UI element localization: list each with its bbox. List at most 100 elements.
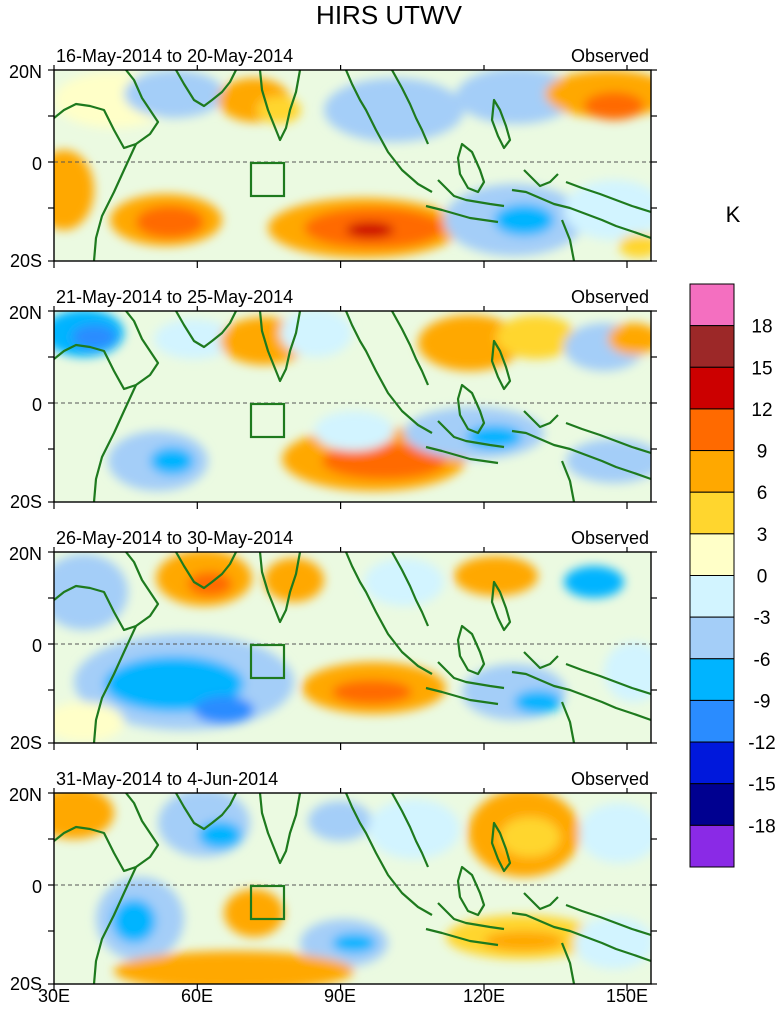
colorbar: 18 15 12 9 6 3 0 -3 -6 -9 -12 -15 -18 <box>689 283 776 868</box>
coastline-path <box>54 311 160 391</box>
field-contour-region <box>566 439 651 483</box>
coastline-path <box>54 793 160 873</box>
x-axis-labels: 30E 60E 90E 120E 150E <box>38 986 648 1006</box>
field-contour-region <box>619 234 651 258</box>
map-panel: 31-May-2014 to 4-Jun-2014 Observed 20N 0 20S <box>9 769 657 994</box>
coastline-path <box>511 670 651 722</box>
panel-observed-tag: Observed <box>571 46 649 66</box>
coastline-path <box>456 865 486 917</box>
field-contour-region <box>364 558 444 606</box>
coastline-path <box>344 311 433 434</box>
lat-tick-label: 20S <box>10 251 42 271</box>
field-contour-region <box>124 70 224 118</box>
coastline-path <box>560 219 576 261</box>
x-tick-label-30e: 30E <box>38 986 70 1006</box>
field-contour-region <box>496 315 576 359</box>
coastline-path <box>425 445 499 465</box>
lat-tick-label: 20S <box>10 492 42 512</box>
coastline-path <box>490 339 512 391</box>
field-contour-region <box>158 793 250 857</box>
colorbar-tick-label: -12 <box>748 733 775 754</box>
coastline-path <box>565 421 651 455</box>
coastline-path <box>565 903 651 937</box>
panels: 16-May-2014 to 20-May-2014 Observed 20N 0 20… <box>9 46 657 994</box>
coastline-path <box>258 70 302 142</box>
axis-ticks <box>48 65 657 268</box>
field-contour-region <box>346 222 394 238</box>
x-tick-label-150e: 150E <box>606 986 648 1006</box>
lat-tick-label: 0 <box>32 636 42 656</box>
lat-tick-label: 0 <box>32 154 42 174</box>
field-contour-region <box>257 96 301 124</box>
field-contour-region <box>54 793 114 839</box>
coastline-path <box>391 793 430 868</box>
lat-tick-label: 0 <box>32 877 42 897</box>
panel-observed-tag: Observed <box>571 528 649 548</box>
colorbar-swatch <box>689 491 735 535</box>
coastline-path <box>437 902 505 931</box>
field-contour-region <box>54 554 128 630</box>
colorbar-swatch <box>689 616 735 660</box>
coastline-path <box>560 942 576 984</box>
map-panel: 16-May-2014 to 20-May-2014 Observed 20N 0 20… <box>9 46 657 271</box>
field-contour-region <box>54 150 94 230</box>
map-panel: 26-May-2014 to 30-May-2014 Observed 20N 0 20… <box>9 528 657 753</box>
coastline-path <box>344 552 433 675</box>
coastline-path <box>437 179 505 208</box>
field-contour-region <box>574 917 651 969</box>
field-contour-region <box>150 447 194 475</box>
colorbar-swatch <box>689 450 735 493</box>
colorbar-tick-label: -9 <box>754 691 771 712</box>
coastline-path <box>175 311 237 349</box>
coastline-path <box>175 793 237 831</box>
units-label: K <box>726 202 741 227</box>
coastline-path <box>391 311 430 386</box>
coastline-path <box>437 661 505 690</box>
axis-ticks <box>48 547 657 750</box>
field-contour-region <box>564 180 651 240</box>
panel-date-range: 16-May-2014 to 20-May-2014 <box>56 46 293 66</box>
colorbar-tick-label: 9 <box>757 442 768 463</box>
field-contour-region <box>136 206 204 238</box>
map-frame <box>53 551 652 744</box>
x-tick-label-60e: 60E <box>181 986 213 1006</box>
colorbar-tick-label: 18 <box>751 317 772 338</box>
colorbar-swatch <box>689 325 735 368</box>
coastline-path <box>511 911 651 963</box>
field-contour-region <box>72 325 116 349</box>
coastline-path <box>560 701 576 743</box>
colorbar-swatch <box>689 575 735 618</box>
colorbar-swatch <box>689 783 735 826</box>
field-map <box>54 311 651 502</box>
field-contour-region <box>224 889 284 937</box>
coastlines <box>54 552 651 743</box>
colorbar-swatch <box>689 741 735 785</box>
lat-tick-label: 20N <box>9 785 42 805</box>
axis-ticks <box>48 306 657 509</box>
coastline-path <box>456 142 486 194</box>
x-tick-label-90e: 90E <box>324 986 356 1006</box>
field-contour-region <box>308 801 372 841</box>
coastline-path <box>490 580 512 632</box>
region-box <box>249 643 286 680</box>
field-contour-region <box>324 78 464 142</box>
colorbar-tick-label: 6 <box>757 483 768 504</box>
colorbar-tick-label: -15 <box>748 775 775 796</box>
coastline-path <box>523 651 559 670</box>
field-contours <box>54 552 651 742</box>
field-map <box>54 70 651 261</box>
coastline-path <box>490 821 512 873</box>
figure-title: HIRS UTWV <box>316 0 463 30</box>
coastline-path <box>344 793 433 916</box>
field-contour-region <box>194 696 254 724</box>
colorbar-tick-label: -6 <box>754 650 771 671</box>
colorbar-swatch <box>689 366 735 410</box>
field-contour-region <box>579 803 651 863</box>
field-contour-region <box>608 323 651 355</box>
field-contour-region <box>332 680 412 704</box>
field-contour-region <box>494 204 554 236</box>
lat-tick-label: 20S <box>10 733 42 753</box>
field-contour-region <box>368 799 460 859</box>
colorbar-tick-label: 3 <box>757 525 768 546</box>
